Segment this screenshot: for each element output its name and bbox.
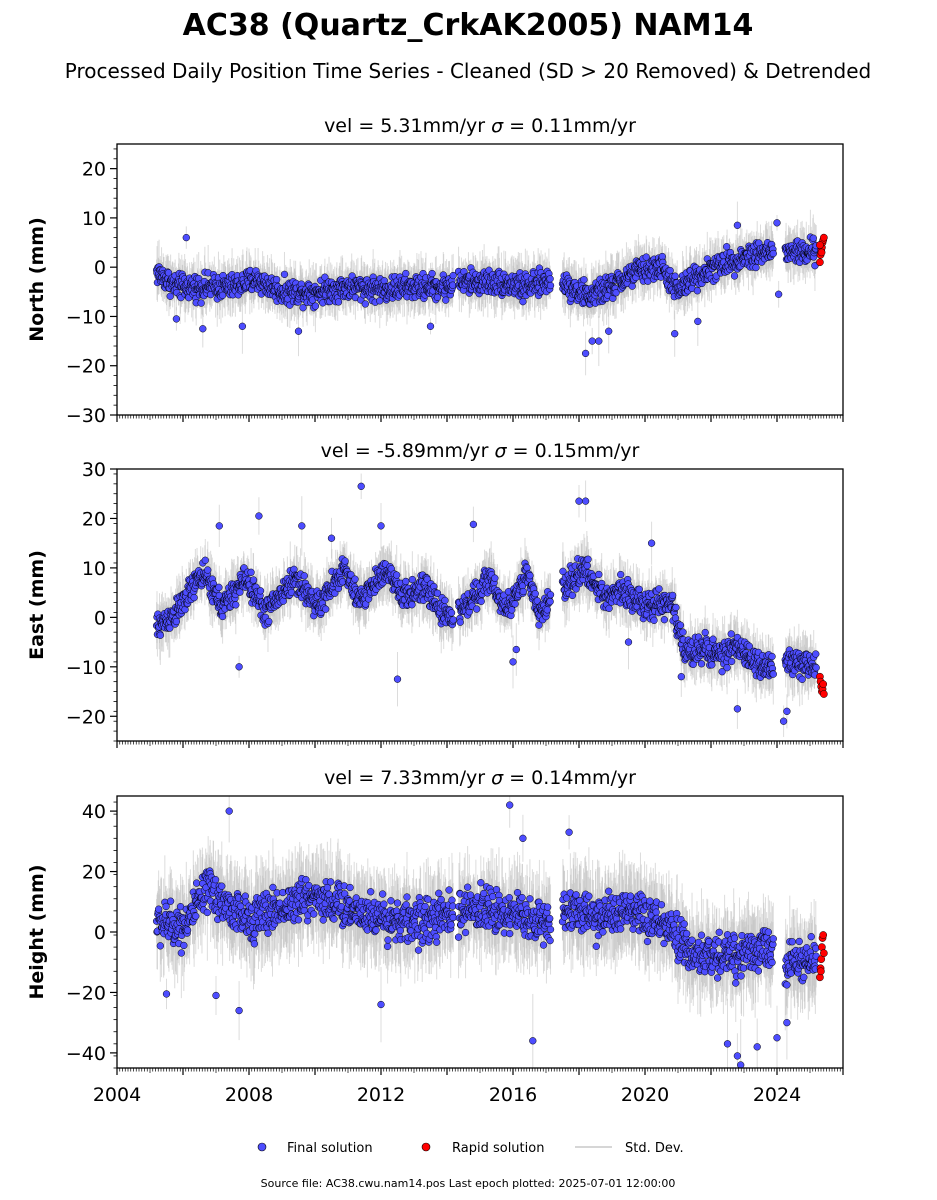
rapid-solution-point	[817, 248, 826, 257]
final-solution-point	[361, 300, 369, 308]
final-solution-point	[182, 233, 190, 242]
y-tick-label: 10	[82, 208, 106, 230]
final-solution-point	[694, 317, 702, 326]
final-solution-point	[693, 287, 702, 295]
rapid-solution-point	[816, 258, 824, 267]
final-solution-point	[294, 327, 303, 335]
north-panel: −30 −20 −10 0 10 20 North (mm) vel = 5.31mm/yr …	[26, 115, 844, 427]
final-solution-point	[280, 270, 289, 279]
sigma-text: = 0.11mm/yr	[503, 115, 636, 137]
final-solution-point	[426, 322, 435, 330]
final-solution-point	[642, 253, 650, 261]
final-solution-point	[299, 304, 307, 312]
final-solution-point	[769, 249, 777, 258]
final-solution-point	[376, 297, 384, 305]
final-solution-point	[164, 269, 173, 277]
y-tick-label: 20	[82, 159, 106, 181]
final-solution-point	[334, 298, 343, 306]
final-solution-point	[172, 315, 181, 323]
final-solution-point	[809, 234, 817, 242]
final-solution-point	[166, 292, 174, 300]
final-solution-point	[752, 263, 760, 272]
final-solution-point	[723, 243, 731, 251]
final-solution-point	[546, 281, 555, 290]
final-solution-point	[671, 272, 679, 280]
final-solution-point	[588, 337, 596, 345]
final-solution-point	[449, 281, 457, 289]
final-solution-point	[546, 275, 554, 283]
final-solution-point	[580, 276, 588, 284]
y-tick-label: −10	[66, 306, 106, 328]
final-solution-point	[666, 266, 674, 275]
y-tick-label: 0	[94, 257, 106, 279]
final-solution-point	[581, 349, 590, 358]
final-solution-point	[671, 330, 679, 338]
final-solution-point	[238, 322, 247, 330]
final-solution-point	[605, 327, 613, 335]
final-solution-point	[156, 631, 164, 639]
final-solution-point	[428, 269, 436, 278]
final-solution-point	[199, 325, 207, 333]
final-solution-point	[775, 290, 783, 298]
final-solution-point	[433, 293, 442, 302]
rapid-solution-point	[820, 233, 828, 242]
final-solution-point	[628, 282, 636, 290]
final-solution-point	[272, 275, 281, 284]
final-solution-point	[449, 271, 457, 280]
panel-title: vel = 5.31mm/yr σ = 0.11mm/yr	[324, 115, 636, 137]
final-solution-point	[197, 299, 205, 307]
final-solution-point	[773, 219, 781, 227]
sigma-symbol: σ	[491, 115, 504, 137]
final-solution-point	[321, 273, 329, 281]
final-solution-point	[612, 289, 620, 297]
final-solution-point	[595, 337, 603, 345]
final-solution-point	[311, 302, 320, 310]
final-solution-point	[730, 272, 739, 280]
final-solution-point	[733, 221, 742, 229]
final-solution-point	[218, 291, 227, 299]
data-points	[152, 201, 828, 376]
final-solution-point	[519, 298, 527, 306]
rapid-solution-point	[816, 241, 824, 249]
y-tick-label: −20	[66, 356, 106, 378]
figure-title: AC38 (Quartz_CrkAK2005) NAM14	[183, 8, 754, 43]
figure-subtitle: Processed Daily Position Time Series - C…	[65, 59, 871, 83]
y-axis-label: North (mm)	[26, 217, 48, 342]
y-tick-label: −30	[66, 405, 106, 427]
final-solution-point	[402, 269, 410, 278]
data-points	[152, 473, 828, 737]
final-solution-point	[442, 296, 450, 304]
velocity-text: vel = 5.31mm/yr	[324, 115, 491, 137]
